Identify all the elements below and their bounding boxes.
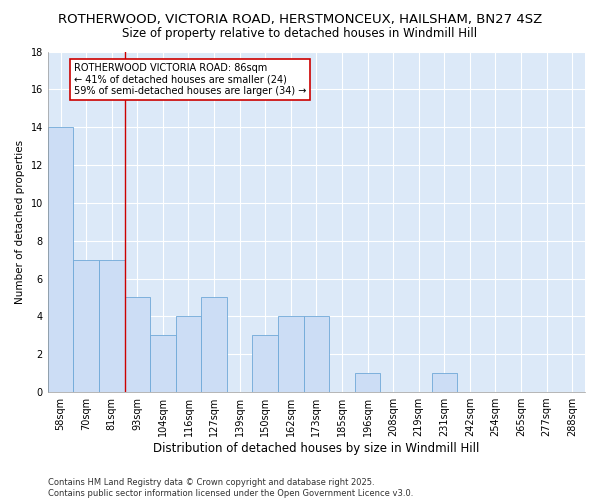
X-axis label: Distribution of detached houses by size in Windmill Hill: Distribution of detached houses by size … [153, 442, 479, 455]
Bar [176, 316, 201, 392]
Text: ROTHERWOOD VICTORIA ROAD: 86sqm
← 41% of detached houses are smaller (24)
59% of: ROTHERWOOD VICTORIA ROAD: 86sqm ← 41% of… [74, 63, 306, 96]
Bar [201, 298, 227, 392]
Bar [99, 260, 125, 392]
Bar [278, 316, 304, 392]
Text: Size of property relative to detached houses in Windmill Hill: Size of property relative to detached ho… [122, 28, 478, 40]
Bar [431, 373, 457, 392]
Bar [125, 298, 150, 392]
Bar [73, 260, 99, 392]
Y-axis label: Number of detached properties: Number of detached properties [15, 140, 25, 304]
Bar [355, 373, 380, 392]
Bar [253, 336, 278, 392]
Bar [304, 316, 329, 392]
Text: ROTHERWOOD, VICTORIA ROAD, HERSTMONCEUX, HAILSHAM, BN27 4SZ: ROTHERWOOD, VICTORIA ROAD, HERSTMONCEUX,… [58, 12, 542, 26]
Text: Contains HM Land Registry data © Crown copyright and database right 2025.
Contai: Contains HM Land Registry data © Crown c… [48, 478, 413, 498]
Bar [48, 127, 73, 392]
Bar [150, 336, 176, 392]
